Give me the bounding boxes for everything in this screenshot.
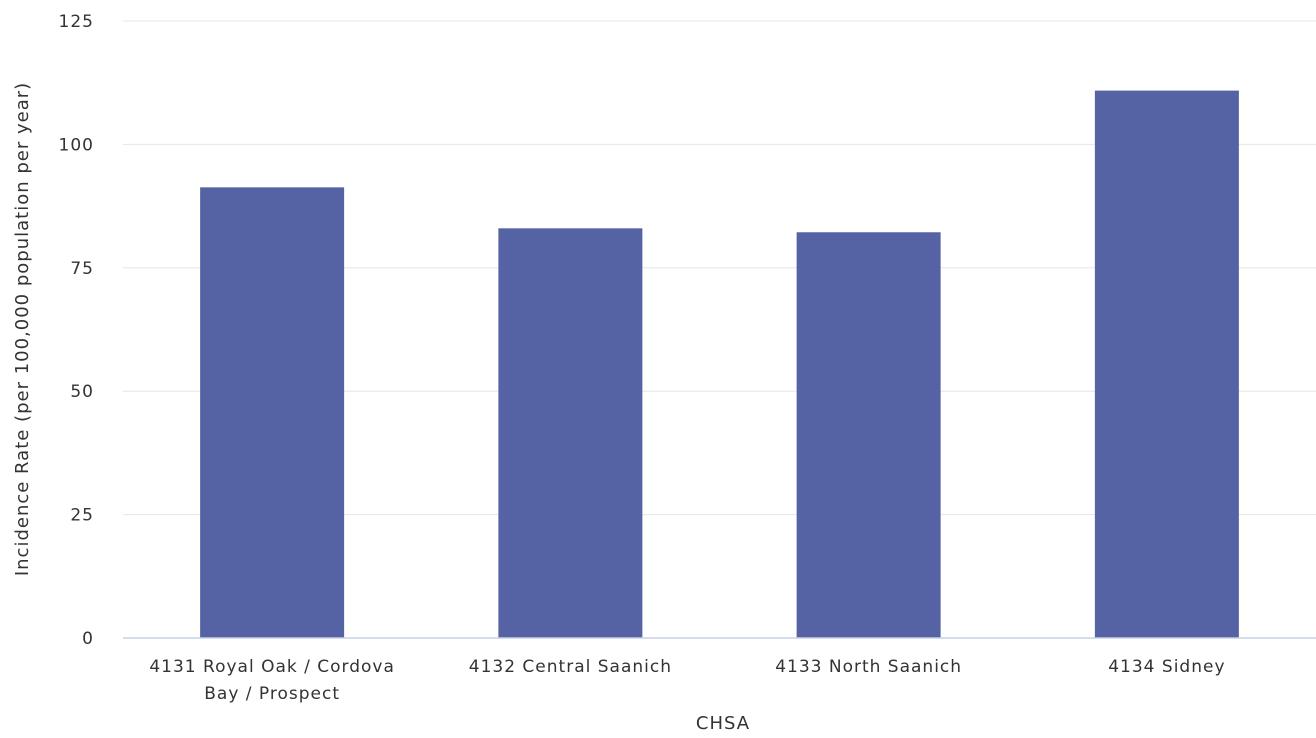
x-axis-categories: 4131 Royal Oak / Cordova Bay / Prospect41… (149, 657, 1225, 704)
bar[interactable] (498, 228, 643, 638)
bar[interactable] (796, 232, 941, 638)
bar[interactable] (1094, 90, 1239, 639)
x-category-label-line: 4131 Royal Oak / Cordova (149, 657, 395, 677)
y-tick-label: 100 (59, 135, 94, 155)
bar[interactable] (200, 187, 345, 638)
x-category-label-line: Bay / Prospect (204, 684, 340, 704)
x-axis-title: CHSA (696, 713, 750, 733)
x-category-label: 4131 Royal Oak / Cordova Bay / Prospect (149, 657, 395, 704)
y-tick-label: 50 (70, 382, 94, 402)
y-tick-label: 0 (82, 629, 94, 649)
y-axis-title: Incidence Rate (per 100,000 population p… (12, 82, 33, 576)
y-tick-label: 75 (70, 259, 94, 279)
x-category-label: 4133 North Saanich (775, 657, 962, 677)
y-tick-label: 25 (70, 506, 94, 526)
x-category-label-line: 4132 Central Saanich (469, 657, 672, 677)
x-category-label: 4134 Sidney (1108, 657, 1225, 677)
x-category-label-line: 4134 Sidney (1108, 657, 1225, 677)
bars (200, 90, 1239, 639)
y-axis-ticks: 0 25 50 75 100 125 (59, 12, 94, 649)
y-tick-label: 125 (59, 12, 94, 32)
x-category-label-line: 4133 North Saanich (775, 657, 962, 677)
x-category-label: 4132 Central Saanich (469, 657, 672, 677)
